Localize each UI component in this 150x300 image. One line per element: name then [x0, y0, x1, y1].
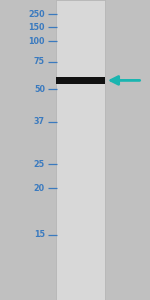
Bar: [56, 77, 105, 84]
Text: 250: 250: [28, 10, 45, 19]
Text: 25: 25: [34, 160, 45, 169]
Text: 15: 15: [34, 230, 45, 239]
Text: 100: 100: [28, 37, 45, 46]
Text: 20: 20: [34, 184, 45, 193]
Text: 75: 75: [34, 57, 45, 66]
Text: 37: 37: [34, 117, 45, 126]
Text: 50: 50: [34, 85, 45, 94]
Text: 150: 150: [28, 22, 45, 32]
Bar: [56, 0, 105, 300]
